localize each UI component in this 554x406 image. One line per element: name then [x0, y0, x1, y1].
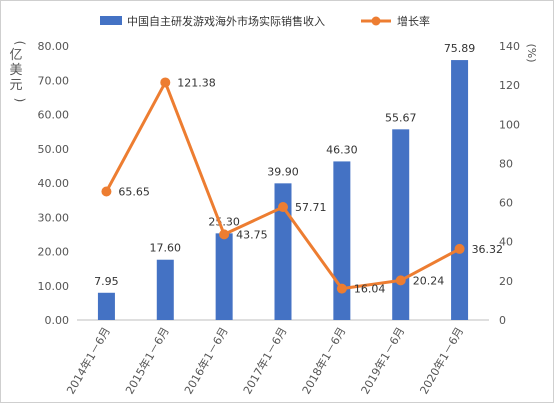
growth-point [395, 275, 406, 286]
y-left-tick-label: 10.00 [38, 280, 70, 293]
y-left-paren-close: ) [13, 98, 27, 103]
bar [333, 161, 351, 320]
growth-point [454, 243, 465, 254]
y-left-tick-label: 0.00 [45, 314, 70, 327]
y-left-tick-label: 20.00 [38, 246, 70, 259]
growth-point [336, 283, 347, 294]
growth-value-label: 16.04 [354, 283, 386, 296]
x-tick-label: 2015年1－6月 [122, 325, 172, 397]
y-right-tick-label: 100 [499, 118, 520, 131]
bar-value-label: 55.67 [385, 111, 417, 124]
bar [274, 183, 292, 320]
growth-value-label: 36.32 [472, 243, 504, 256]
legend-line-label: 增长率 [397, 14, 430, 28]
growth-point [101, 186, 112, 197]
growth-value-label: 121.38 [177, 76, 216, 89]
y-left-tick-label: 60.00 [38, 109, 70, 122]
bar [97, 292, 115, 320]
x-tick-label: 2020年1－6月 [417, 324, 467, 396]
y-right-tick-label: 40 [499, 236, 513, 249]
y-left-tick-label: 80.00 [38, 40, 70, 53]
bar-value-label: 25.30 [208, 215, 240, 228]
y-right-tick-label: 60 [499, 197, 513, 210]
y-right-label: (%) [525, 43, 538, 62]
x-tick-label: 2016年1－6月 [181, 325, 231, 397]
bar [156, 259, 174, 320]
bar-value-label: 39.90 [267, 165, 299, 178]
y-right-tick-label: 80 [499, 157, 513, 170]
x-tick-label: 2017年1－6月 [240, 325, 290, 397]
growth-value-label: 20.24 [413, 274, 445, 287]
y-right-tick-label: 120 [499, 79, 520, 92]
legend-line-marker [371, 16, 381, 26]
y-left-label-char: 元 [9, 78, 22, 93]
y-left-tick-label: 50.00 [38, 143, 70, 156]
y-left-paren-open: ( [13, 41, 27, 46]
growth-value-label: 65.65 [118, 186, 150, 199]
x-tick-label: 2014年1－6月 [63, 325, 113, 397]
bar [451, 60, 469, 320]
growth-point [219, 229, 230, 240]
growth-value-label: 43.75 [236, 228, 268, 241]
growth-point [160, 77, 171, 88]
bar [215, 233, 233, 320]
y-left-label-char: 亿 [9, 48, 22, 63]
legend-bar-label: 中国自主研发游戏海外市场实际销售收入 [127, 14, 325, 28]
legend-bar-swatch [100, 16, 122, 25]
bar-value-label: 75.89 [444, 42, 476, 55]
bar-value-label: 46.30 [326, 143, 358, 156]
y-right-tick-label: 0 [499, 314, 506, 327]
x-tick-label: 2018年1－6月 [299, 325, 349, 397]
y-right-tick-label: 20 [499, 275, 513, 288]
x-tick-label: 2019年1－6月 [358, 325, 408, 397]
y-left-label-char: 美 [9, 63, 22, 78]
y-left-tick-label: 40.00 [38, 177, 70, 190]
bar-value-label: 7.95 [94, 275, 119, 288]
growth-value-label: 57.71 [295, 201, 327, 214]
y-left-tick-label: 70.00 [38, 74, 70, 87]
y-right-tick-label: 140 [499, 40, 520, 53]
bar-value-label: 17.60 [150, 242, 182, 255]
growth-point [278, 202, 288, 213]
bar [392, 129, 410, 320]
y-left-tick-label: 30.00 [38, 211, 70, 224]
